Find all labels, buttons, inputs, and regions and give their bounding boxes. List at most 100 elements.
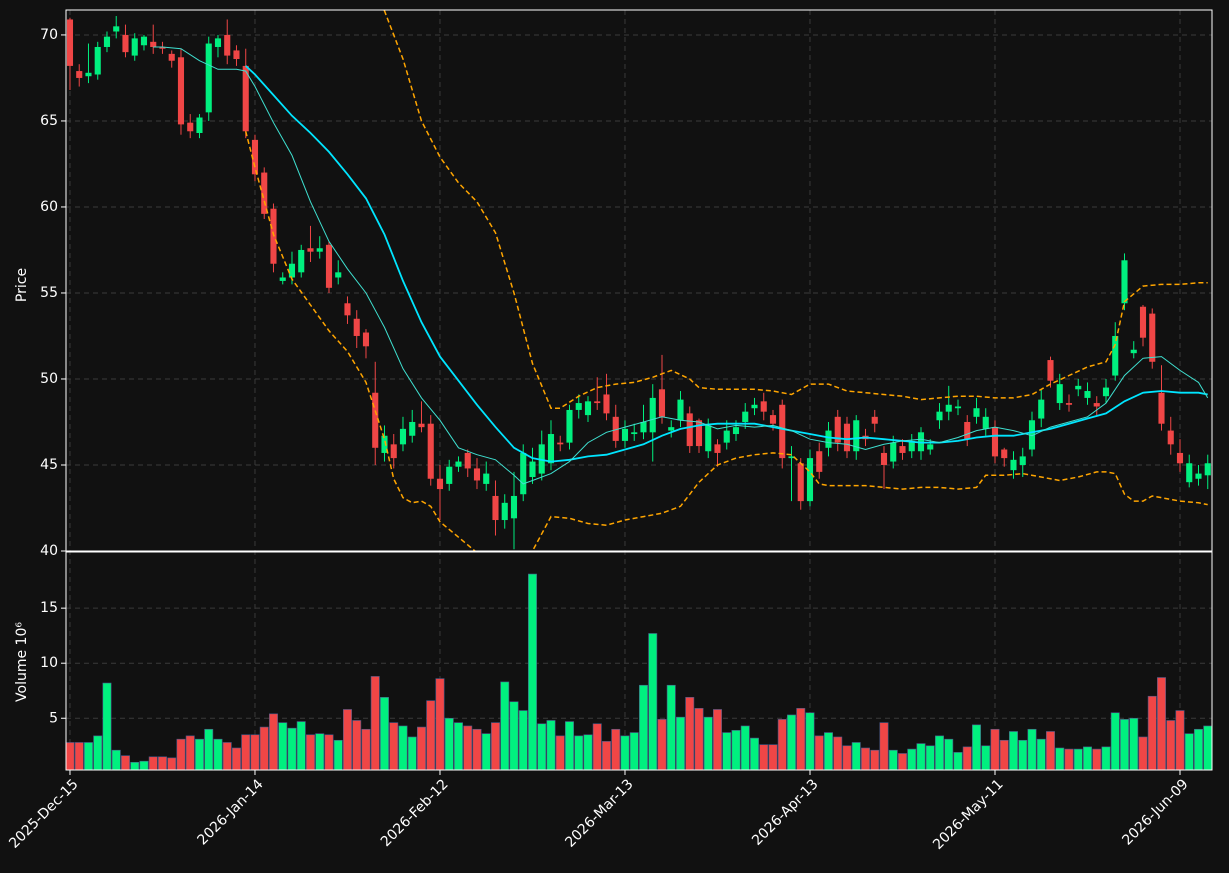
- candle-body: [779, 404, 786, 459]
- candle-body: [362, 332, 370, 347]
- candle-body: [529, 461, 536, 478]
- candle-body: [446, 466, 453, 484]
- candle-body: [621, 428, 629, 441]
- candle-body: [982, 416, 989, 429]
- volume-bar: [1073, 748, 1083, 771]
- candle-body: [325, 244, 333, 288]
- volume-bar: [713, 709, 722, 771]
- volume-bar: [361, 728, 371, 771]
- volume-bar: [1009, 731, 1018, 771]
- candle-body: [251, 139, 259, 175]
- volume-bar: [740, 725, 750, 771]
- volume-bar: [1157, 677, 1166, 771]
- price-frame: [65, 9, 1213, 552]
- candle-body: [769, 415, 777, 424]
- volume-bar: [833, 736, 843, 771]
- volume-bar: [417, 726, 426, 771]
- volume-bar: [65, 742, 75, 771]
- candle-body: [1121, 260, 1128, 304]
- candle-body: [760, 401, 767, 412]
- volume-bar: [472, 728, 482, 771]
- volume-bar: [953, 752, 963, 771]
- candle-body: [1167, 430, 1174, 445]
- candle-body: [1028, 420, 1036, 450]
- candle-body: [372, 392, 379, 448]
- candle-body: [1056, 384, 1063, 404]
- candle-body: [603, 394, 610, 414]
- candle-body: [695, 420, 703, 447]
- volume-bar: [444, 717, 454, 771]
- candle-body: [187, 122, 194, 132]
- volume-bar: [1166, 720, 1176, 771]
- volume-bar: [842, 745, 852, 771]
- volume-bar: [870, 749, 880, 771]
- candle-body: [945, 404, 952, 412]
- volume-bar: [463, 725, 473, 771]
- candle-body: [298, 249, 305, 273]
- candle-body: [825, 430, 832, 448]
- candle-body: [843, 423, 851, 452]
- volume-bar: [306, 734, 315, 771]
- candle-body: [1112, 335, 1119, 376]
- volume-bar: [639, 684, 648, 771]
- volume-bar: [84, 742, 93, 771]
- candle-body: [399, 428, 407, 445]
- candle-body: [279, 277, 286, 281]
- volume-bar: [333, 739, 343, 771]
- volume-bar: [555, 735, 565, 771]
- overlay-line: [382, 10, 1208, 409]
- candle-body: [1019, 456, 1026, 465]
- candle-body: [1176, 452, 1184, 464]
- candle-body: [103, 36, 111, 47]
- volume-bar: [380, 697, 389, 771]
- volume-bar: [537, 723, 547, 771]
- candle-body: [631, 432, 638, 435]
- volume-bar: [1092, 748, 1102, 771]
- y-tick-label: 5: [49, 710, 58, 726]
- volume-bar: [824, 732, 833, 771]
- volume-bar: [944, 738, 954, 771]
- volume-bar: [148, 756, 158, 771]
- candle-body: [510, 495, 518, 519]
- candle-body: [307, 248, 314, 252]
- volume-bar: [1110, 712, 1120, 771]
- candle-body: [797, 463, 804, 502]
- volume-bar: [814, 735, 824, 771]
- volume-bar: [861, 747, 870, 771]
- volume-bar: [620, 735, 630, 771]
- candle-body: [344, 303, 351, 316]
- candle-body: [991, 427, 999, 457]
- candle-body: [880, 452, 888, 465]
- candle-body: [122, 34, 129, 53]
- candle-body: [205, 43, 212, 113]
- candle-body: [908, 440, 915, 452]
- candle-body: [196, 117, 203, 133]
- volume-bar: [805, 712, 815, 771]
- volume-bar: [491, 722, 500, 771]
- volume-bar: [898, 753, 907, 771]
- candle-body: [177, 57, 185, 125]
- volume-bar: [1055, 747, 1065, 771]
- volume-bar: [241, 734, 251, 771]
- candle-body: [214, 38, 222, 47]
- candle-body: [1065, 403, 1073, 405]
- volume-bar: [185, 735, 195, 771]
- candle-body: [409, 421, 416, 436]
- volume-bar: [796, 708, 806, 771]
- candle-body: [806, 458, 814, 502]
- overlay-line: [245, 65, 1208, 463]
- candle-body: [242, 65, 249, 132]
- candle-body: [668, 427, 675, 431]
- volume-bar: [213, 738, 223, 771]
- candle-body: [168, 53, 175, 61]
- candle-body: [1195, 473, 1202, 479]
- volume-bar: [269, 713, 278, 771]
- candle-body: [1047, 360, 1054, 381]
- candle-body: [1001, 449, 1008, 459]
- candle-body: [714, 444, 721, 453]
- candle-body: [473, 468, 481, 481]
- volume-bar: [648, 633, 658, 771]
- volume-bar: [1129, 717, 1139, 771]
- volume-bar: [1027, 728, 1037, 771]
- y-tick-label: 50: [40, 371, 58, 387]
